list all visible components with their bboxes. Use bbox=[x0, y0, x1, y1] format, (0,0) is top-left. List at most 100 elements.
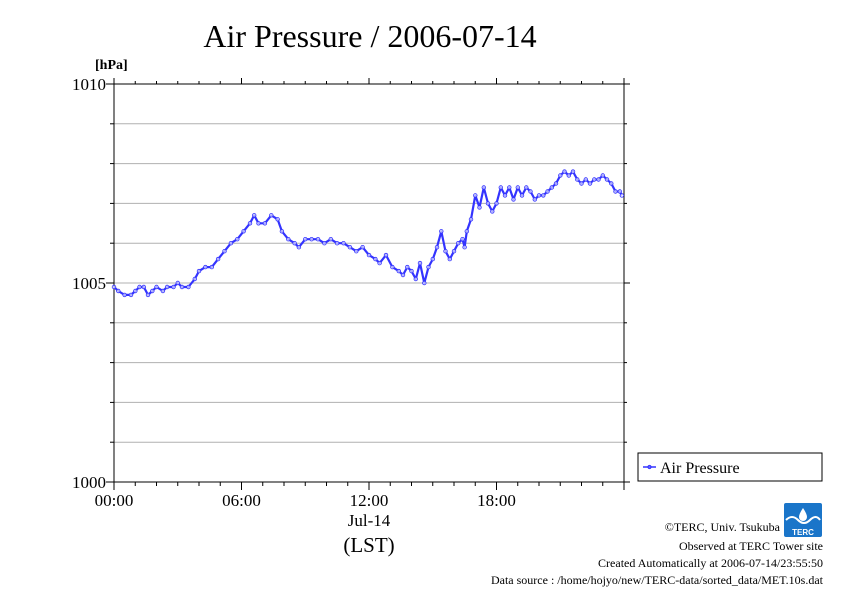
data-point bbox=[141, 284, 146, 290]
data-point bbox=[405, 264, 410, 270]
data-point bbox=[390, 264, 395, 270]
data-point bbox=[164, 284, 170, 290]
data-point bbox=[528, 189, 533, 194]
series-line bbox=[113, 170, 623, 296]
data-point bbox=[498, 185, 503, 190]
data-point bbox=[383, 252, 389, 258]
data-point bbox=[175, 280, 180, 286]
data-point bbox=[247, 221, 253, 226]
data-point bbox=[251, 213, 257, 218]
chart-title: Air Pressure / 2006-07-14 bbox=[203, 18, 536, 54]
terc-logo: TERC bbox=[784, 503, 822, 537]
data-point bbox=[592, 177, 597, 182]
copyright-text: ©TERC, Univ. Tsukuba bbox=[665, 520, 781, 534]
data-point bbox=[426, 264, 431, 270]
data-point bbox=[360, 244, 365, 250]
observed-text: Observed at TERC Tower site bbox=[679, 539, 823, 553]
data-point bbox=[481, 185, 486, 190]
data-point bbox=[203, 264, 208, 270]
data-point bbox=[154, 284, 159, 290]
logo-wave-icon bbox=[785, 516, 821, 524]
data-point bbox=[228, 240, 234, 246]
data-point bbox=[464, 229, 469, 234]
data-point bbox=[256, 221, 261, 226]
data-point bbox=[617, 189, 622, 194]
data-point bbox=[235, 236, 240, 242]
data-point bbox=[145, 292, 151, 298]
data-point bbox=[570, 169, 576, 174]
data-point bbox=[279, 229, 285, 234]
data-point bbox=[490, 209, 495, 214]
data-point bbox=[171, 284, 176, 290]
logo-text: TERC bbox=[792, 528, 814, 537]
data-point bbox=[292, 240, 297, 246]
data-point bbox=[613, 189, 618, 194]
data-point bbox=[485, 201, 491, 206]
data-point bbox=[515, 185, 520, 190]
y-axis: 1000 1005 1010 bbox=[72, 75, 630, 492]
data-point bbox=[111, 284, 117, 290]
data-point bbox=[322, 240, 327, 246]
data-point bbox=[477, 205, 482, 210]
data-point bbox=[275, 217, 280, 222]
created-text: Created Automatically at 2006-07-14/23:5… bbox=[598, 556, 823, 570]
x-tick-label: 06:00 bbox=[222, 491, 261, 510]
data-point bbox=[196, 268, 202, 274]
data-point bbox=[434, 244, 440, 250]
data-point bbox=[137, 284, 142, 290]
y-tick-label: 1000 bbox=[72, 473, 106, 492]
data-point bbox=[583, 177, 588, 182]
data-point bbox=[468, 217, 474, 222]
data-point bbox=[286, 236, 291, 242]
data-point bbox=[315, 236, 321, 242]
y-tick-label: 1010 bbox=[72, 75, 106, 94]
data-point bbox=[150, 288, 155, 294]
data-point bbox=[507, 185, 512, 190]
data-point bbox=[609, 181, 614, 186]
x-axis: 00:00 06:00 12:00 18:00 bbox=[95, 78, 625, 510]
data-point bbox=[133, 288, 138, 294]
data-point bbox=[502, 193, 508, 198]
data-point bbox=[460, 236, 465, 242]
data-point bbox=[558, 173, 563, 178]
data-point bbox=[303, 236, 308, 242]
data-point bbox=[366, 252, 372, 258]
data-point bbox=[562, 169, 567, 174]
data-point bbox=[579, 181, 584, 186]
x-axis-label: (LST) bbox=[343, 533, 394, 557]
data-point bbox=[354, 248, 359, 254]
data-point bbox=[596, 177, 601, 182]
data-point bbox=[587, 181, 593, 186]
y-axis-unit: [hPa] bbox=[95, 58, 128, 73]
data-point bbox=[409, 268, 414, 274]
data-point bbox=[328, 236, 333, 242]
data-point bbox=[296, 244, 302, 250]
data-point bbox=[413, 276, 418, 282]
data-point bbox=[532, 197, 537, 202]
data-point bbox=[309, 236, 314, 242]
data-point bbox=[269, 213, 274, 218]
x-tick-label: 12:00 bbox=[350, 491, 389, 510]
data-point bbox=[473, 193, 478, 198]
data-point bbox=[566, 173, 571, 178]
data-point bbox=[334, 240, 340, 246]
legend: Air Pressure bbox=[637, 452, 823, 482]
data-point bbox=[456, 240, 461, 246]
data-point bbox=[519, 193, 525, 198]
data-point bbox=[553, 181, 559, 186]
data-point bbox=[600, 173, 605, 178]
data-point bbox=[430, 256, 435, 262]
data-point bbox=[128, 292, 134, 298]
data-point bbox=[241, 229, 246, 234]
data-point bbox=[160, 288, 166, 294]
data-point bbox=[373, 256, 378, 262]
data-point bbox=[400, 272, 406, 278]
x-tick-label: 00:00 bbox=[95, 491, 134, 510]
data-point bbox=[116, 288, 121, 294]
data-point bbox=[262, 221, 268, 226]
data-point bbox=[545, 189, 550, 194]
data-point bbox=[377, 260, 382, 266]
series-air-pressure bbox=[111, 169, 625, 298]
data-point bbox=[619, 193, 625, 198]
